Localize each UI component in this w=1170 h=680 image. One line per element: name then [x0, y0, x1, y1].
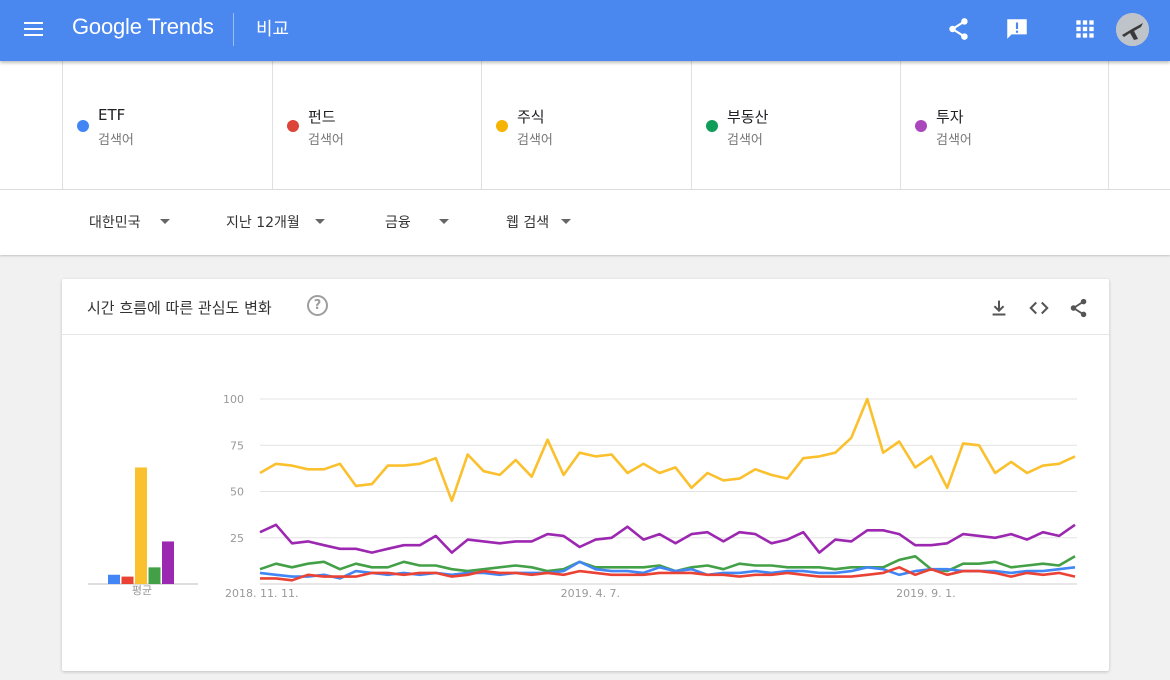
card-divider	[62, 334, 1109, 335]
chevron-down-icon[interactable]	[561, 219, 571, 224]
term-name: 펀드	[308, 108, 336, 126]
term-name: 투자	[936, 108, 964, 126]
term-name: 부동산	[727, 108, 769, 126]
header-divider	[233, 13, 234, 46]
average-bar-주식[interactable]	[135, 467, 147, 584]
term-card-fund[interactable]: 펀드 검색어	[272, 61, 481, 189]
filter-bar: 대한민국 지난 12개월 금융 웹 검색	[0, 190, 1170, 255]
y-tick-label: 50	[230, 486, 244, 499]
menu-icon[interactable]	[22, 19, 46, 39]
search-type-dropdown[interactable]: 웹 검색	[506, 215, 550, 231]
average-bar-펀드[interactable]	[121, 576, 134, 584]
google-trends-logo[interactable]: Google Trends	[72, 14, 214, 39]
y-tick-label: 100	[223, 393, 244, 406]
help-icon[interactable]: ?	[307, 295, 328, 316]
series-line-ETF[interactable]	[259, 560, 1076, 580]
series-line-주식[interactable]	[259, 397, 1076, 503]
term-card-real-estate[interactable]: 부동산 검색어	[691, 61, 900, 189]
term-type: 검색어	[936, 133, 972, 148]
term-type: 검색어	[308, 133, 344, 148]
term-card-investment[interactable]: 투자 검색어	[900, 61, 1109, 189]
term-card-etf[interactable]: ETF 검색어	[62, 61, 272, 189]
embed-icon[interactable]	[1028, 297, 1050, 319]
chevron-down-icon[interactable]	[315, 219, 325, 224]
top-app-bar: Google Trends 비교	[0, 0, 1170, 61]
color-dot	[287, 120, 299, 132]
period-dropdown[interactable]: 지난 12개월	[226, 215, 300, 231]
color-dot	[706, 120, 718, 132]
average-bar-부동산[interactable]	[148, 567, 161, 584]
average-label: 평균	[132, 584, 152, 597]
region-dropdown[interactable]: 대한민국	[89, 215, 141, 231]
page-title: 비교	[256, 19, 290, 40]
average-bar-ETF[interactable]	[108, 574, 120, 584]
chevron-down-icon[interactable]	[439, 219, 449, 224]
term-card-stock[interactable]: 주식 검색어	[481, 61, 691, 189]
color-dot	[915, 120, 927, 132]
x-tick-label: 2018. 11. 11.	[225, 587, 298, 600]
average-bar-투자[interactable]	[162, 541, 174, 584]
term-name: 주식	[517, 108, 545, 126]
color-dot	[77, 120, 89, 132]
comparison-terms: ETF 검색어 펀드 검색어 주식 검색어 부동산 검색어 투자 검색어	[0, 61, 1170, 190]
apps-icon[interactable]	[1072, 16, 1098, 42]
x-tick-label: 2019. 4. 7.	[561, 587, 620, 600]
term-type: 검색어	[517, 133, 553, 148]
color-dot	[496, 120, 508, 132]
avatar[interactable]	[1116, 13, 1149, 46]
y-tick-label: 25	[230, 532, 244, 545]
feedback-icon[interactable]	[1004, 16, 1030, 42]
series-line-펀드[interactable]	[260, 566, 1076, 582]
share-icon[interactable]	[1068, 297, 1090, 319]
y-tick-label: 75	[230, 439, 244, 452]
category-dropdown[interactable]: 금융	[385, 215, 411, 231]
interest-line-chart: 평균 100 75 50 25 2018. 11. 11. 2019. 4. 7. 201…	[88, 393, 1077, 600]
download-icon[interactable]	[988, 297, 1010, 319]
term-name: ETF	[98, 106, 126, 124]
interest-over-time-card: 시간 흐름에 따른 관심도 변화 ? 평균 100 75 50 25 2018. 11…	[62, 279, 1109, 671]
share-icon[interactable]	[946, 16, 972, 42]
series-line-투자[interactable]	[259, 523, 1076, 554]
term-type: 검색어	[98, 133, 134, 148]
card-title: 시간 흐름에 따른 관심도 변화	[87, 299, 272, 317]
chevron-down-icon[interactable]	[160, 219, 170, 224]
x-tick-label: 2019. 9. 1.	[896, 587, 955, 600]
term-type: 검색어	[727, 133, 763, 148]
